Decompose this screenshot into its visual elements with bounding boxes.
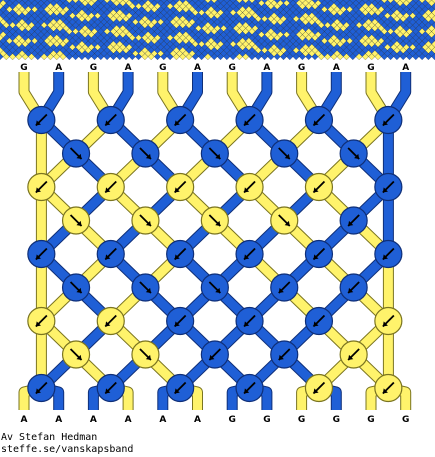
forward-knot <box>200 273 229 302</box>
forward-knot <box>131 340 160 369</box>
strand-label-top: G <box>298 63 305 73</box>
strand-label-bottom: A <box>21 415 28 425</box>
strand-label-bottom: G <box>229 415 236 425</box>
strand-label-bottom: G <box>367 415 374 425</box>
backward-forward-knot <box>96 105 125 135</box>
backward-knot <box>374 306 403 336</box>
backward-knot <box>200 340 229 369</box>
forward-knot <box>61 139 91 168</box>
strand-label-bottom: A <box>125 415 132 425</box>
backward-forward-knot <box>166 239 195 269</box>
backward-forward-knot <box>96 172 125 202</box>
strand-label-top: A <box>402 63 409 73</box>
forward-knot <box>270 206 299 235</box>
backward-forward-knot <box>304 105 334 135</box>
strand-label-bottom: A <box>55 415 62 425</box>
strand-label-top: A <box>333 63 340 73</box>
backward-knot <box>339 273 368 302</box>
knot-grid <box>27 105 403 403</box>
strand-label-top: G <box>159 63 166 73</box>
strand-label-top: G <box>20 63 27 73</box>
strand-label-bottom: G <box>263 415 270 425</box>
forward-knot <box>61 206 91 235</box>
backward-knot <box>166 306 195 336</box>
bracelet-preview <box>0 0 435 61</box>
backward-knot <box>374 373 403 403</box>
strand-label-top: A <box>263 63 270 73</box>
backward-knot <box>270 273 299 302</box>
forward-knot <box>61 273 91 302</box>
backward-knot <box>304 239 334 269</box>
forward-knot <box>200 139 229 168</box>
forward-knot <box>200 206 229 235</box>
forward-knot <box>131 273 160 302</box>
backward-forward-knot <box>27 239 56 269</box>
backward-forward-knot <box>27 105 56 135</box>
backward-knot <box>304 373 334 403</box>
forward-knot <box>339 139 368 168</box>
backward-forward-knot <box>304 172 334 202</box>
forward-knot <box>270 139 299 168</box>
backward-knot <box>339 206 368 235</box>
backward-forward-knot <box>374 105 403 135</box>
backward-forward-knot <box>27 306 56 336</box>
backward-knot <box>339 340 368 369</box>
author-credit: Av Stefan Hedman <box>1 432 98 443</box>
backward-forward-knot <box>235 172 264 202</box>
strand-label-bottom: A <box>194 415 201 425</box>
backward-knot <box>96 373 125 403</box>
backward-knot <box>304 306 334 336</box>
backward-forward-knot <box>96 239 125 269</box>
strand-label-top: A <box>55 63 62 73</box>
strand-label-bottom: A <box>90 415 97 425</box>
website-url: steffe.se/vanskapsband <box>1 444 134 455</box>
strand-label-top: G <box>367 63 374 73</box>
backward-forward-knot <box>166 172 195 202</box>
backward-forward-knot <box>96 306 125 336</box>
backward-knot <box>166 373 195 403</box>
forward-knot <box>61 340 91 369</box>
strand-label-bottom: G <box>333 415 340 425</box>
strand-label-top: A <box>194 63 201 73</box>
forward-knot <box>131 206 160 235</box>
strand-label-bottom: G <box>298 415 305 425</box>
backward-knot <box>235 373 264 403</box>
backward-forward-knot <box>27 172 56 202</box>
forward-knot <box>131 139 160 168</box>
backward-knot <box>235 306 264 336</box>
backward-forward-knot <box>166 105 195 135</box>
strand-label-top: A <box>125 63 132 73</box>
strand-label-top: G <box>90 63 97 73</box>
backward-knot <box>374 239 403 269</box>
backward-knot <box>270 340 299 369</box>
backward-knot <box>235 239 264 269</box>
strand-label-bottom: A <box>159 415 166 425</box>
backward-knot <box>374 172 403 202</box>
strand-label-top: G <box>229 63 236 73</box>
strand-label-bottom: G <box>402 415 409 425</box>
backward-forward-knot <box>235 105 264 135</box>
backward-forward-knot <box>27 373 56 403</box>
